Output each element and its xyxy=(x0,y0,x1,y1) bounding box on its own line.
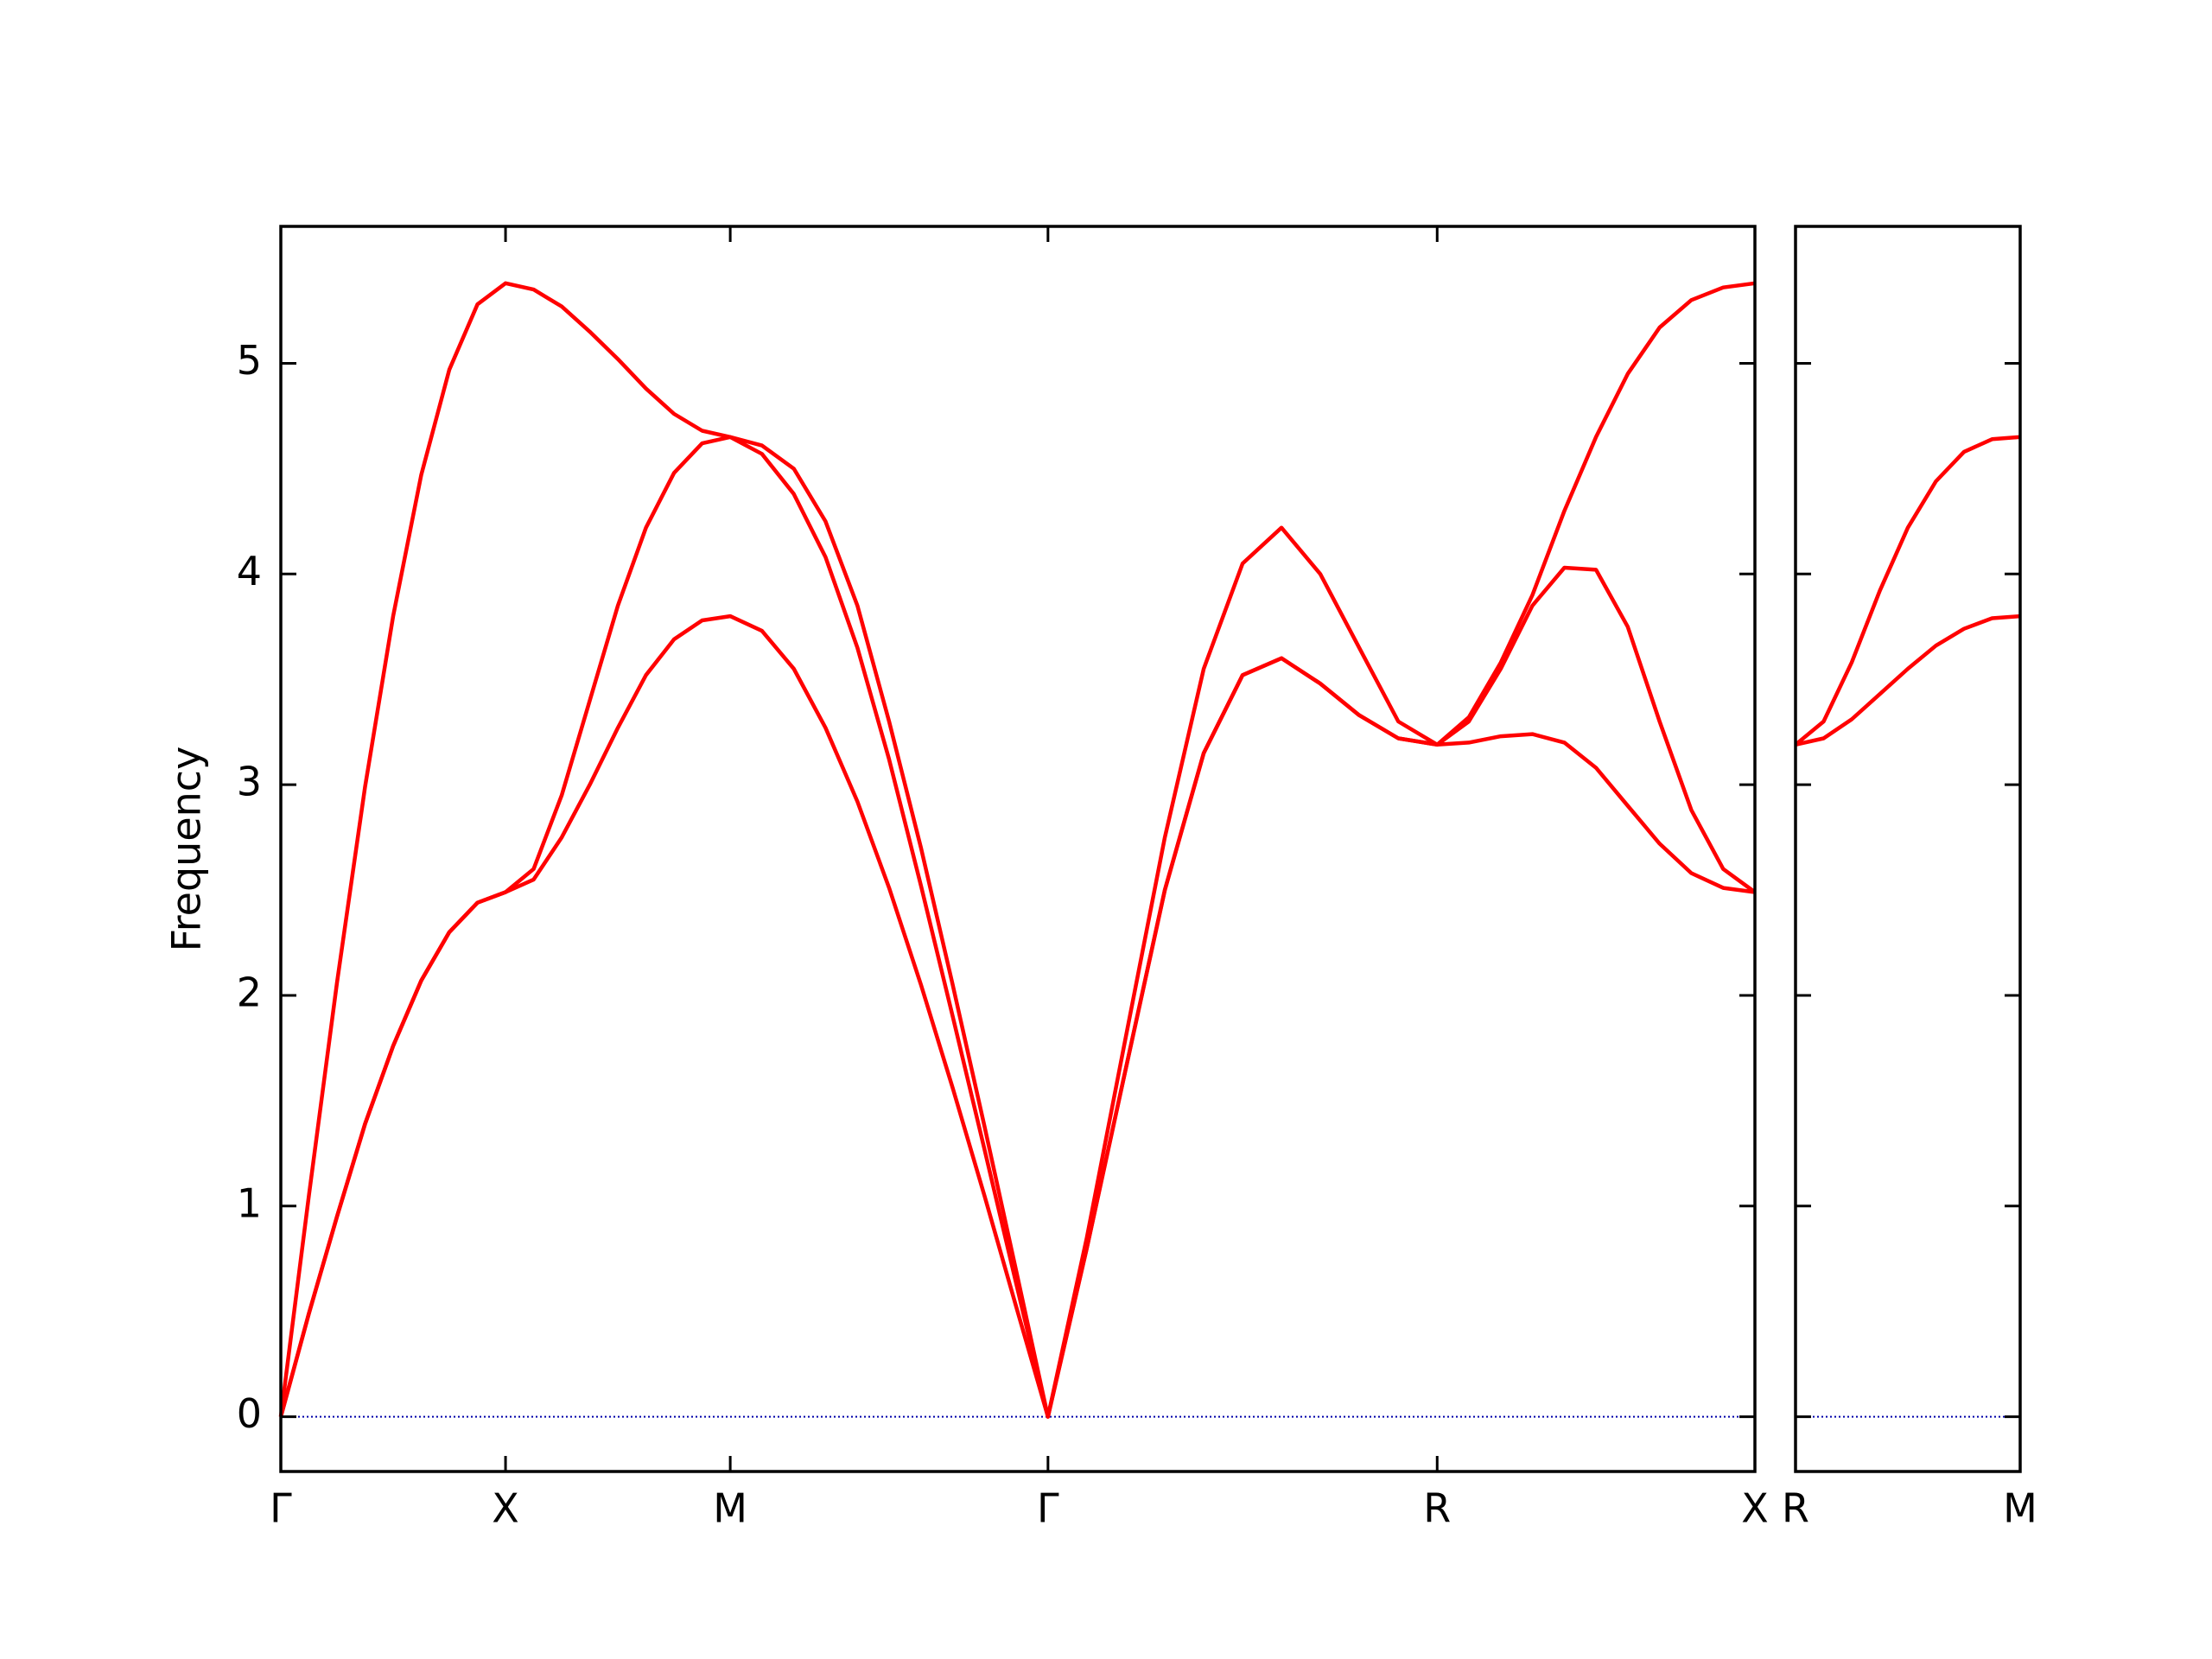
plot-frame xyxy=(1794,225,2022,1473)
x-tick-label: R xyxy=(1423,1485,1451,1532)
y-axis-label: Frequency xyxy=(163,747,210,952)
x-tick-label: X xyxy=(492,1485,519,1532)
band-line xyxy=(278,281,1756,1419)
y-tick-label: 1 xyxy=(237,1179,262,1226)
y-tick-label: 5 xyxy=(237,337,262,384)
y-tick-label: 2 xyxy=(237,969,262,1015)
y-tick-label: 4 xyxy=(237,548,262,594)
band-line xyxy=(278,435,1757,1419)
x-tick-label: X xyxy=(1741,1485,1769,1532)
band-line xyxy=(1795,613,2021,747)
band-line xyxy=(1794,435,2021,747)
y-tick-label: 0 xyxy=(237,1390,262,1437)
plot-frame xyxy=(279,225,1757,1473)
x-tick-label: Γ xyxy=(270,1485,292,1532)
x-tick-label: M xyxy=(713,1485,747,1532)
x-tick-label: R xyxy=(1782,1485,1809,1532)
x-tick-label: M xyxy=(2003,1485,2037,1532)
y-tick-label: 3 xyxy=(237,759,262,805)
x-tick-label: Γ xyxy=(1037,1485,1059,1532)
